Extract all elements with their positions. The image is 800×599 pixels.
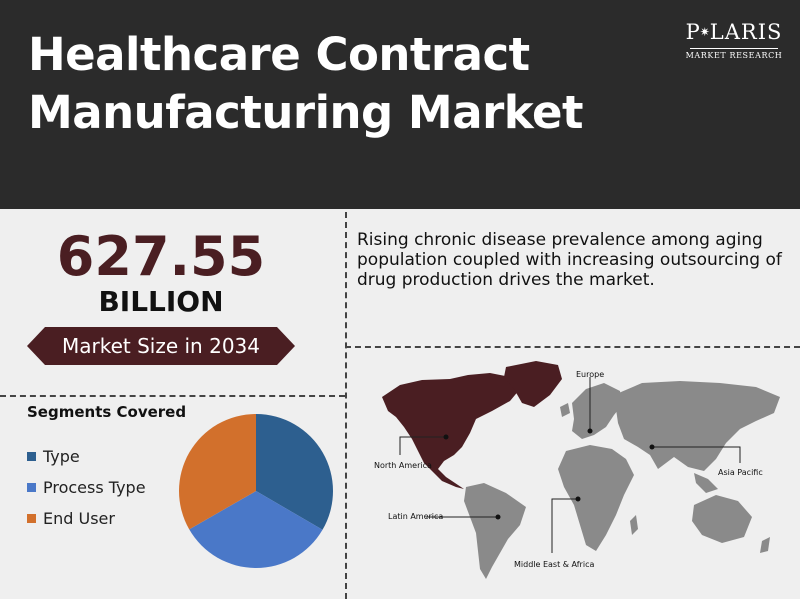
legend-item-end-user: End User [27, 503, 146, 534]
market-description: Rising chronic disease prevalence among … [357, 230, 782, 290]
segments-title: Segments Covered [27, 403, 187, 421]
logo-subtitle: MARKET RESEARCH [685, 50, 783, 60]
world-map: North America Europe Asia Pacific Latin … [374, 361, 780, 579]
vertical-divider [345, 212, 347, 599]
legend-item-type: Type [27, 441, 146, 472]
legend-swatch [27, 514, 36, 523]
pie-slice-process-type [189, 491, 323, 568]
market-size-ribbon: Market Size in 2034 [27, 327, 295, 365]
map-leader-lines [399, 377, 741, 553]
map-marker-dots [443, 428, 655, 520]
pie-slice-type [256, 414, 333, 530]
asia-shape [614, 381, 780, 493]
polaris-logo: P✷LARIS MARKET RESEARCH [684, 20, 784, 60]
africa-shape [558, 445, 638, 551]
title-line-2: Manufacturing Market [28, 86, 584, 139]
market-size-value: 627.55 [56, 225, 266, 288]
page-title: Healthcare Contract Manufacturing Market [28, 26, 668, 142]
logo-name: P✷LARIS [685, 20, 783, 44]
logo-divider [690, 47, 778, 49]
segments-legend: Type Process Type End User [27, 441, 146, 534]
latin-america-shape [464, 483, 526, 579]
label-middle-east-africa: Middle East & Africa [514, 560, 594, 569]
pie-slice-end-user [179, 414, 256, 530]
legend-swatch [27, 483, 36, 492]
label-asia-pacific: Asia Pacific [718, 468, 763, 477]
legend-item-process-type: Process Type [27, 472, 146, 503]
label-europe: Europe [576, 370, 604, 379]
label-latin-america: Latin America [388, 512, 443, 521]
compass-star-icon: ✷ [699, 24, 711, 39]
legend-swatch [27, 452, 36, 461]
market-size-unit: BILLION [98, 285, 224, 318]
segments-pie-chart [179, 414, 333, 568]
header-banner: Healthcare Contract Manufacturing Market… [0, 0, 800, 209]
left-horizontal-divider [0, 395, 345, 397]
australia-shape [692, 495, 770, 553]
label-north-america: North America [374, 461, 432, 470]
north-america-shape [382, 373, 520, 489]
greenland-shape [504, 361, 562, 407]
title-line-1: Healthcare Contract [28, 28, 530, 81]
right-horizontal-divider [345, 346, 800, 348]
europe-shape [560, 383, 622, 439]
